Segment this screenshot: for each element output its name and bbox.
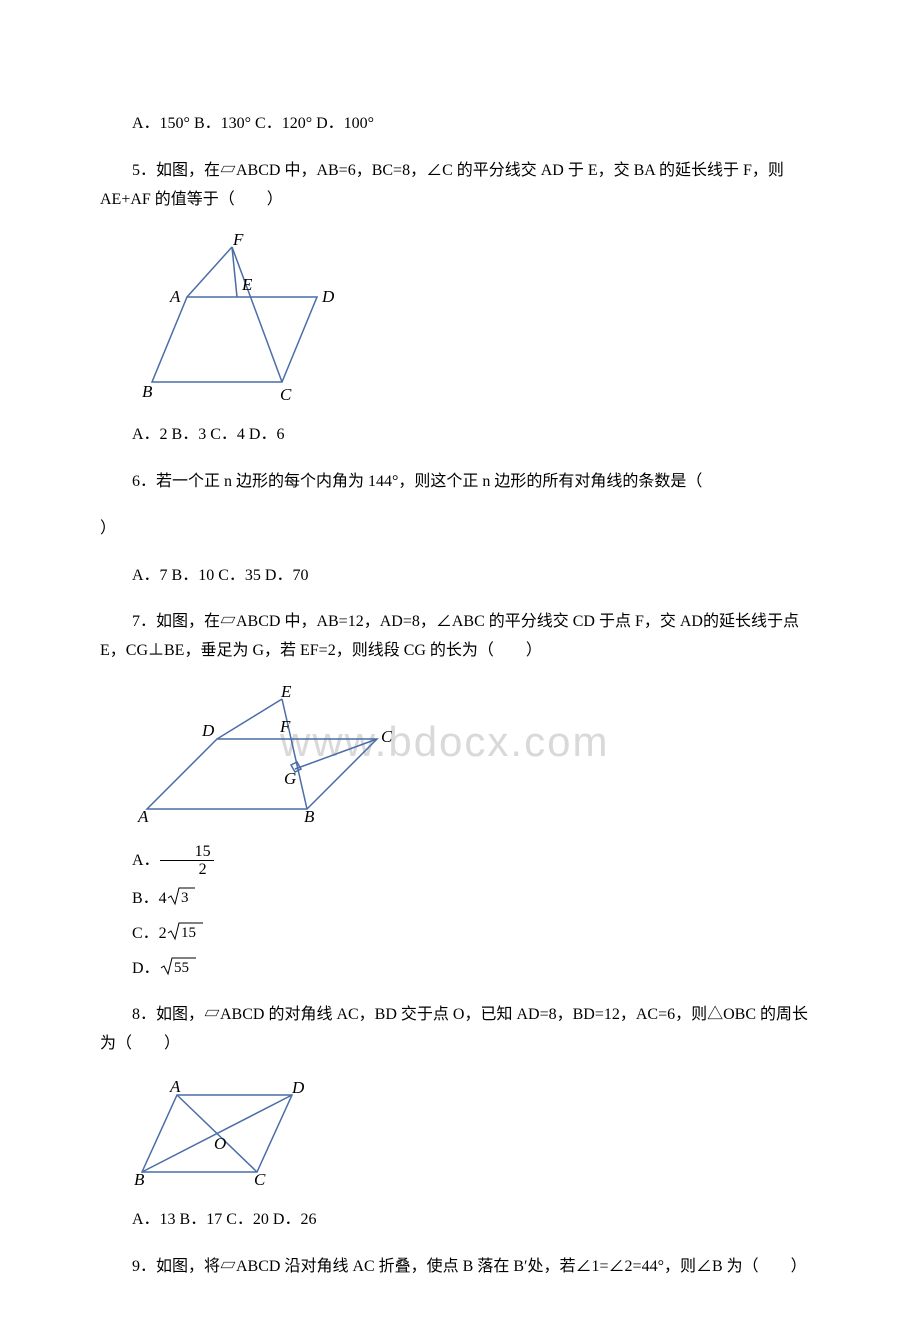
label-A7: A xyxy=(137,807,149,824)
q7-optA-den: 2 xyxy=(160,861,214,879)
label-C7: C xyxy=(381,727,392,746)
q7-figure: E D F C G A B xyxy=(132,684,820,835)
label-D7: D xyxy=(201,721,215,740)
q5-text: 5．如图，在▱ABCD 中，AB=6，BC=8，∠C 的平分线交 AD 于 E，… xyxy=(100,157,820,215)
label-E: E xyxy=(241,275,253,294)
q5-options: A．2 B．3 C．4 D．6 xyxy=(100,421,820,450)
q9-text: 9．如图，将▱ABCD 沿对角线 AC 折叠，使点 B 落在 B′处，若∠1=∠… xyxy=(100,1253,820,1282)
label-A8: A xyxy=(169,1077,181,1096)
svg-text:55: 55 xyxy=(174,960,189,976)
label-D: D xyxy=(321,287,335,306)
q4-options: A．150° B．130° C．120° D．100° xyxy=(100,110,820,139)
label-O8: O xyxy=(214,1134,226,1153)
q6-options: A．7 B．10 C．35 D．70 xyxy=(100,562,820,591)
q7-text: 7．如图，在▱ABCD 中，AB=12，AD=8，∠ABC 的平分线交 CD 于… xyxy=(100,608,820,666)
q7-optA: A．152 xyxy=(100,843,820,879)
label-E7: E xyxy=(280,684,292,701)
q8-text: 8．如图，▱ABCD 的对角线 AC，BD 交于点 O，已知 AD=8，BD=1… xyxy=(100,1001,820,1059)
label-B7: B xyxy=(304,807,315,824)
svg-text:15: 15 xyxy=(181,925,196,941)
q7-optC: C．215 xyxy=(100,920,820,949)
label-B8: B xyxy=(134,1170,145,1187)
svg-text:3: 3 xyxy=(181,890,189,906)
label-B: B xyxy=(142,382,153,401)
label-C: C xyxy=(280,385,292,402)
q8-figure: A D O B C xyxy=(132,1077,820,1198)
label-A: A xyxy=(169,287,181,306)
q8-options: A．13 B．17 C．20 D．26 xyxy=(100,1206,820,1235)
label-D8: D xyxy=(291,1078,305,1097)
q7-optD: D．55 xyxy=(100,955,820,984)
label-F7: F xyxy=(279,717,291,736)
q7-optA-label: A． xyxy=(132,852,160,869)
label-F: F xyxy=(232,232,244,249)
label-C8: C xyxy=(254,1170,266,1187)
q7-optB: B．43 xyxy=(100,885,820,914)
q6-text: 6．若一个正 n 边形的每个内角为 144°，则这个正 n 边形的所有对角线的条… xyxy=(100,468,820,497)
label-G7: G xyxy=(284,769,296,788)
q5-figure: F A E D B C xyxy=(132,232,820,413)
q6-close: ） xyxy=(100,515,820,544)
q7-optA-num: 15 xyxy=(160,843,214,862)
